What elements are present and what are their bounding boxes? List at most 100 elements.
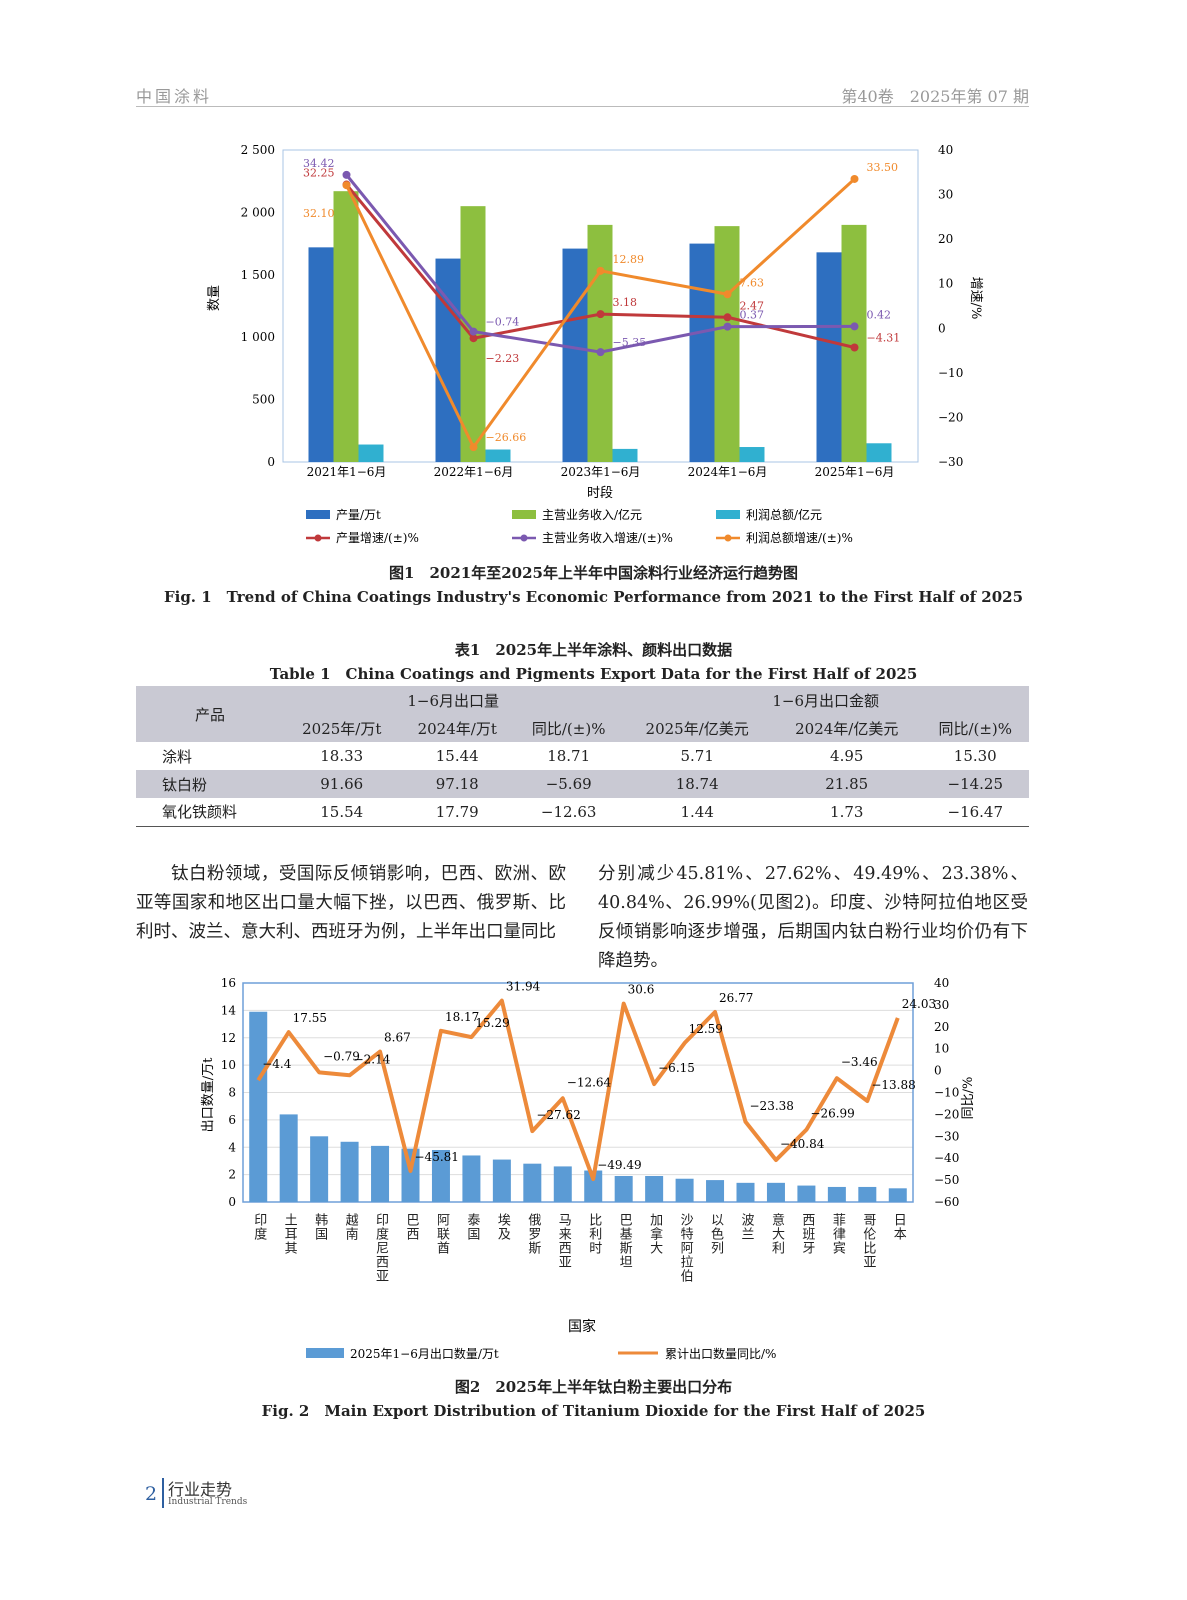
y-tick-label: 6 <box>228 1113 236 1127</box>
th-group-volume: 1−6月出口量 <box>407 691 500 710</box>
bar-export-volume <box>279 1114 298 1202</box>
table-cell: 18.74 <box>675 775 719 793</box>
y-tick-label: 14 <box>221 1003 237 1017</box>
bar-profit <box>358 444 384 462</box>
body-text-left: 钛白粉领域，受国际反倾销影响，巴西、欧洲、欧亚等国家和地区出口量大幅下挫，以巴西… <box>136 864 566 942</box>
data-label: 32.25 <box>303 167 335 180</box>
table-cell: −5.69 <box>545 775 592 793</box>
x-tick-label: 加拿大 <box>647 1213 663 1255</box>
bar-export-volume <box>888 1188 907 1202</box>
table-cell: 4.95 <box>830 747 864 765</box>
data-label: −23.38 <box>750 1099 794 1113</box>
y2-tick-label: 0 <box>938 321 946 335</box>
data-label: −40.84 <box>780 1137 825 1151</box>
table-cell: −12.63 <box>540 802 597 821</box>
data-label: 15.29 <box>475 1016 509 1030</box>
bar-export-volume <box>401 1148 420 1202</box>
bar-profit <box>612 448 638 462</box>
bar-export-volume <box>766 1182 785 1202</box>
data-label: 8.67 <box>384 1031 411 1045</box>
table-cell: 21.85 <box>825 775 869 793</box>
bar-profit <box>739 447 765 462</box>
line-point <box>850 343 859 352</box>
line-point <box>469 327 478 336</box>
line-point <box>342 170 351 179</box>
y-tick-label: 12 <box>221 1031 236 1045</box>
y-tick-label: 1 000 <box>241 330 275 344</box>
x-tick-label: 2022年1−6月 <box>434 465 514 479</box>
bar-export-volume <box>584 1170 603 1202</box>
legend-marker <box>520 534 528 542</box>
bar-export-volume <box>675 1178 694 1202</box>
figure1-caption-cn: 图1 2021年至2025年上半年中国涂料行业经济运行趋势图 <box>389 564 798 582</box>
table-cell: 15.44 <box>435 747 479 765</box>
y2-tick-label: 20 <box>938 232 953 246</box>
x-axis-label: 国家 <box>568 1318 596 1335</box>
x-tick-label: 沙特阿拉伯 <box>677 1213 693 1283</box>
data-label: 17.55 <box>293 1011 327 1025</box>
footer-section-en: Industrial Trends <box>168 1497 248 1507</box>
bar-production <box>689 243 715 462</box>
data-label: −3.46 <box>841 1055 878 1069</box>
data-label: −4.31 <box>867 331 901 344</box>
table-cell: 17.79 <box>435 802 479 821</box>
x-tick-label: 俄罗斯 <box>525 1213 541 1255</box>
data-label: −49.49 <box>597 1158 641 1172</box>
table-cell: 18.71 <box>547 747 591 765</box>
figure2-caption-en: Fig. 2 Main Export Distribution of Titan… <box>261 1402 926 1420</box>
table1-caption-en: Table 1 China Coatings and Pigments Expo… <box>269 665 918 683</box>
y2-tick-label: −40 <box>934 1151 959 1165</box>
x-tick-label: 越南 <box>342 1213 358 1241</box>
table-cell: −16.47 <box>947 802 1004 821</box>
x-tick-label: 马来西亚 <box>555 1213 571 1269</box>
y-tick-label: 4 <box>228 1140 236 1154</box>
issue-info: 第40卷 2025年第 07 期 <box>841 87 1029 106</box>
data-label: −27.62 <box>536 1108 580 1122</box>
table-cell: 97.18 <box>435 775 479 793</box>
bar-production <box>435 258 461 462</box>
bar-export-volume <box>340 1141 359 1202</box>
x-tick-label: 波兰 <box>738 1213 754 1241</box>
bar-revenue <box>714 226 740 462</box>
th-column: 2024年/万t <box>417 719 497 738</box>
figure2-caption-cn: 图2 2025年上半年钛白粉主要出口分布 <box>454 1378 733 1396</box>
line-point <box>850 322 859 331</box>
y2-tick-label: 40 <box>934 976 949 990</box>
x-tick-label: 2024年1−6月 <box>688 465 768 479</box>
y-tick-label: 500 <box>252 393 275 407</box>
data-label: 31.94 <box>506 980 541 994</box>
legend-marker <box>314 534 322 542</box>
y2-tick-label: −10 <box>938 366 963 380</box>
journal-name: 中国涂料 <box>136 87 213 106</box>
y2-tick-label: 20 <box>934 1020 949 1034</box>
y-tick-label: 1 500 <box>241 268 275 282</box>
x-tick-label: 哥伦比亚 <box>860 1213 876 1269</box>
data-label: −2.14 <box>354 1052 391 1066</box>
x-tick-label: 印度尼西亚 <box>373 1213 389 1283</box>
x-tick-label: 土耳其 <box>281 1213 297 1255</box>
table-cell: 91.66 <box>320 775 364 793</box>
bar-export-volume <box>249 1011 268 1202</box>
y2-tick-label: 10 <box>934 1042 949 1056</box>
line-point <box>342 181 351 190</box>
row-product: 氧化铁颜料 <box>162 803 238 822</box>
x-tick-label: 泰国 <box>464 1213 480 1241</box>
x-tick-label: 巴基斯坦 <box>616 1213 632 1269</box>
bar-export-volume <box>492 1159 511 1202</box>
plot-frame <box>242 982 914 1203</box>
bar-production <box>562 248 588 462</box>
th-column: 2025年/亿美元 <box>645 719 749 738</box>
y2-tick-label: −20 <box>938 410 963 424</box>
y-tick-label: 10 <box>221 1058 236 1072</box>
legend-swatch <box>306 1348 344 1358</box>
legend-swatch <box>512 510 536 519</box>
data-label: −0.74 <box>486 316 520 329</box>
bar-export-volume <box>706 1180 725 1202</box>
row-product: 钛白粉 <box>162 775 208 794</box>
x-tick-label: 韩国 <box>312 1213 328 1241</box>
legend-label: 2025年1−6月出口数量/万t <box>350 1346 499 1361</box>
data-label: 30.6 <box>628 983 655 997</box>
bar-revenue <box>587 224 613 462</box>
header-divider <box>136 106 1029 107</box>
